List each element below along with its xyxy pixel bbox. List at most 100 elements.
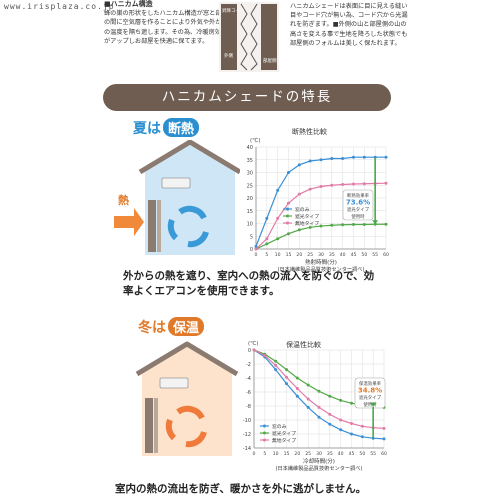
chart1-legend-marker (286, 207, 289, 211)
diagram-label-cord: 昇降コード (222, 7, 245, 14)
chart1-legend-label: 窓のみ (295, 206, 310, 213)
chart1-point (297, 163, 301, 167)
url-text: www.irisplaza.co.jp (4, 2, 115, 11)
chart1-ytick-label: 25 (247, 183, 253, 189)
honeycomb-structure-text: ■ハニカム構造 蜂の巣の形状をしたハニカム構造が窓と部屋の間に空気層を作ることに… (104, 0, 232, 46)
chart1-point (362, 223, 366, 227)
chart2-point (317, 405, 321, 409)
chart1-xtick-label: 50 (361, 252, 367, 258)
chart2-ytick-label: -8 (246, 404, 251, 410)
summer-title: 夏は 断熱 (133, 118, 200, 138)
chart2-ytick-label: 0 (248, 348, 251, 354)
summer-title-pill: 断熱 (163, 118, 200, 137)
chart2-xtick-label: 50 (359, 451, 365, 457)
chart2-point (350, 401, 353, 405)
chart1-xtick-label: 20 (296, 252, 302, 258)
chart1-xtick-label: 5 (265, 252, 268, 258)
chart1-annotation-line: 73.6% (346, 199, 370, 207)
chart2-annotation-line: 遮光タイプ (359, 394, 382, 401)
chart1-xtick-label: 45 (351, 252, 357, 258)
chart1-annotation-line: 断熱効果率 (347, 192, 370, 199)
heat-retention-chart: (℃)0-2-4-6-8-10-12-140 5 10 15 20 25 30 35 40 45 5… (243, 340, 387, 472)
chart1-xtick-label: 60 (383, 252, 389, 258)
chart2-point (350, 432, 353, 436)
chart1-ytick-label: 10 (247, 222, 253, 228)
chart2-point (274, 359, 278, 363)
chart1-point (352, 223, 355, 227)
chart1-arrow-head (372, 220, 379, 225)
chart1-point (287, 232, 290, 236)
chart1-xtick-label: 30 (318, 252, 324, 258)
chart1-annotation-line: 使用時 (351, 213, 365, 220)
chart2-xtick-label: 40 (338, 451, 344, 457)
chart1-xlabel: 熱射時間(分) (305, 258, 337, 266)
chart2-legend-label: 窓のみ (272, 423, 287, 430)
honeycomb-title: ■ハニカム構造 (104, 0, 153, 8)
chart2-point (285, 368, 288, 372)
chart1-point (287, 201, 290, 205)
chart2-point (295, 376, 299, 380)
insulation-chart: (℃) 0 5 10 15 20 25 30 35 40 0 5 10 15 20 25 30 35 40 45 50 5… (247, 137, 389, 273)
chart2-xtick-label: 55 (370, 451, 376, 457)
chart1-point (384, 155, 388, 159)
chart1-xtick-label: 40 (340, 252, 346, 258)
chart2-xtick-label: 0 (253, 451, 256, 457)
chart1-point (265, 216, 269, 220)
summer-caption: 外からの熱を遮り、室内への熱の流入を防ぐので、効率よくエアコンを使用できます。 (123, 270, 375, 297)
chart1-xtick-label: 55 (372, 252, 378, 258)
winter-caption: 室内の熱の流出を防ぎ、暖かさを外に逃がしません。 (115, 483, 367, 495)
chart2-ytick-label: -6 (246, 390, 251, 396)
chart1-legend-marker (286, 214, 289, 218)
chart1-point (330, 223, 334, 227)
chart2-xtick-label: 15 (284, 451, 290, 457)
chart2-point (317, 415, 321, 419)
seam-text: ハニカムシェードは表面に目に見える縫い目やコード穴が無い為、コード穴から光漏れを… (290, 3, 408, 47)
chart1-point (308, 159, 312, 163)
chart2-point (306, 397, 310, 401)
diagram-label-room: 部屋側 (263, 57, 277, 64)
chart1-point (330, 183, 334, 187)
chart1-point (384, 222, 388, 226)
chart1-point (254, 244, 258, 248)
chart2-xlabel: 冷却時間(分) (303, 457, 335, 465)
winter-house-illustration (135, 341, 239, 456)
chart1-point (330, 156, 334, 160)
chart1-point (352, 155, 355, 159)
chart2-xtick-label: 10 (273, 451, 279, 457)
chart1-point (319, 224, 323, 228)
chart1-unit: (℃) (250, 137, 260, 144)
chart1-point (265, 237, 269, 241)
chart2-ytick-label: -12 (243, 432, 251, 438)
chart2-point (382, 426, 386, 430)
chart1-ytick-label: 40 (247, 145, 253, 151)
chart1-legend-label: 無地タイプ (295, 220, 319, 227)
chart2-xtick-label: 35 (327, 451, 333, 457)
chart2-point (306, 383, 310, 387)
chart2-legend-label: 遮光タイプ (272, 430, 296, 437)
chart2-annotation-box (354, 377, 386, 409)
chart1-legend-marker (286, 221, 289, 225)
chart2-annotation-line: 34.8% (358, 387, 382, 395)
chart1-annotation-line: 遮光タイプ (347, 206, 370, 213)
chart2-point (339, 398, 343, 402)
chart1-xtick-label: 15 (286, 252, 292, 258)
chart2-xtick-label: 45 (349, 451, 355, 457)
chart2-point (295, 387, 299, 390)
chart2-point (274, 368, 278, 372)
features-banner: ハニカムシェードの特長 (103, 84, 391, 111)
chart2-unit: (℃) (248, 340, 258, 347)
winter-title-pill: 保温 (168, 317, 205, 336)
chart2-xtick-label: 25 (305, 451, 311, 457)
chart1-ytick-label: 20 (247, 196, 253, 202)
chart1-ytick-label: 15 (247, 209, 253, 215)
chart2-point (252, 348, 256, 352)
chart1-point (362, 182, 366, 186)
chart1-point (341, 156, 345, 160)
chart1-xtick-label: 10 (275, 252, 281, 258)
chart2-point (274, 363, 278, 367)
chart1-point (341, 182, 345, 186)
chart1-title: 断熱性比較 (292, 128, 327, 136)
chart2-point (339, 418, 343, 422)
summer-title-prefix: 夏は (133, 121, 161, 137)
chart2-ytick-label: -14 (243, 446, 251, 452)
